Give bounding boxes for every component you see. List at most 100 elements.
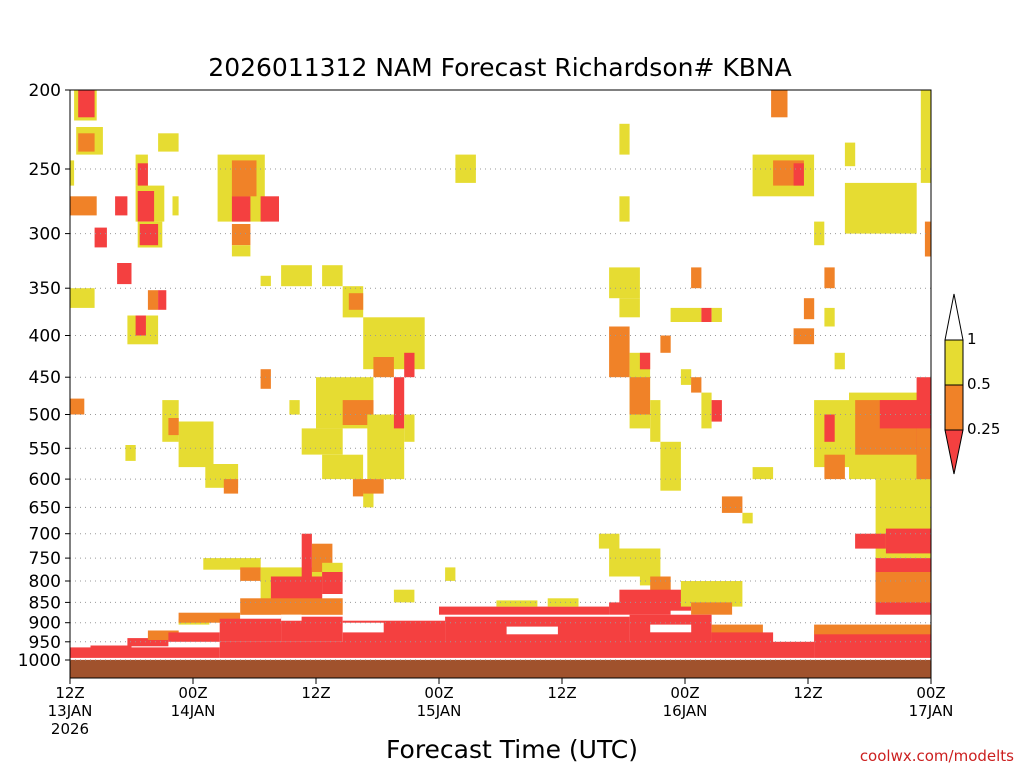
- heatmap-cell-ri-0-25-to-0-5: [70, 196, 97, 216]
- heatmap-cell-ri-0-5-to-1: [670, 307, 702, 322]
- y-tick-label: 800: [29, 572, 61, 592]
- legend-tick-label: 0.5: [967, 375, 991, 393]
- heatmap-cell-ri-below-0-25: [70, 647, 220, 660]
- x-tick-label: 00Z: [670, 684, 699, 702]
- heatmap-cell-ri-0-25-to-0-5: [147, 290, 159, 310]
- y-tick-label: 250: [29, 160, 61, 180]
- heatmap-cell-ri-0-25-to-0-5: [875, 572, 931, 603]
- heatmap-cell-ri-0-5-to-1: [178, 421, 214, 468]
- y-tick-label: 600: [29, 470, 61, 490]
- heatmap-cell-ri-0-25-to-0-5: [70, 398, 85, 415]
- x-tick-label: 12Z: [793, 684, 822, 702]
- heatmap-cell-ri-0-5-to-1: [547, 598, 579, 607]
- heatmap-cell-ri-below-0-25: [701, 307, 712, 322]
- heatmap-cell-ri-0-5-to-1: [445, 567, 456, 581]
- heatmap-cell-ri-0-5-to-1: [203, 558, 261, 570]
- heatmap-cell-ri-0-5-to-1: [125, 445, 136, 461]
- heatmap-cell-ri-0-5-to-1: [660, 441, 681, 491]
- heatmap-cell-ri-0-25-to-0-5: [691, 602, 733, 615]
- heatmap-cell-ri-0-5-to-1: [619, 196, 630, 222]
- heatmap-cell-ri-below-0-25: [814, 630, 931, 660]
- heatmap-cell-ri-0-5-to-1: [834, 352, 845, 370]
- heatmap-cell-ri-0-25-to-0-5: [78, 133, 95, 152]
- heatmap-cell-ri-0-25-to-0-5: [363, 479, 384, 494]
- heatmap-cell-ri-below-0-25: [393, 377, 405, 429]
- heatmap-cell-ri-above-1: [506, 626, 558, 635]
- y-tick-label: 750: [29, 549, 61, 569]
- heatmap-cell-ri-0-25-to-0-5: [924, 221, 931, 257]
- heatmap-cell-ri-0-5-to-1: [363, 317, 425, 370]
- heatmap-cell-ri-0-5-to-1: [281, 265, 312, 287]
- plot-area: [69, 89, 932, 679]
- heatmap-cell-ri-0-5-to-1: [260, 275, 271, 287]
- heatmap-cell-ri-0-25-to-0-5: [147, 630, 179, 640]
- heatmap-cell-ri-0-25-to-0-5: [916, 428, 931, 480]
- heatmap-cell-ri-0-5-to-1: [404, 414, 415, 442]
- heatmap-cell-ri-0-25-to-0-5: [814, 624, 931, 635]
- heatmap-cell-ri-0-5-to-1: [619, 123, 630, 155]
- heatmap-cell-ri-0-25-to-0-5: [793, 328, 815, 345]
- heatmap-cell-ri-below-0-25: [885, 528, 931, 554]
- y-tick-label: 550: [29, 439, 61, 459]
- y-tick-label: 650: [29, 498, 61, 518]
- heatmap-cell-ri-below-0-25: [219, 641, 815, 660]
- heatmap-cell-ri-0-25-to-0-5: [629, 377, 651, 415]
- x-tick-label: 12Z: [55, 684, 84, 702]
- y-tick-label: 500: [29, 406, 61, 426]
- heatmap-cell-ri-below-0-25: [127, 638, 169, 647]
- heatmap-cell-ri-0-25-to-0-5: [373, 357, 394, 378]
- y-tick-label: 850: [29, 593, 61, 613]
- y-tick-label: 1000: [18, 651, 61, 671]
- legend-swatch-below-0-25: [944, 429, 964, 475]
- heatmap-cell-ri-0-5-to-1: [814, 221, 825, 246]
- heatmap-cell-ri-0-5-to-1: [301, 428, 343, 455]
- heatmap-cell-ri-0-5-to-1: [598, 533, 620, 549]
- y-axis: 200 250 300 350 400 450 500 550 600 650 700 750 8008…: [18, 81, 70, 671]
- heatmap-cell-ri-above-1: [281, 614, 302, 621]
- heatmap-cell-ri-0-25-to-0-5: [168, 418, 179, 436]
- heatmap-cell-ri-below-0-25: [135, 315, 146, 336]
- x-tick-label: 2026: [51, 720, 89, 738]
- heatmap-cell-ri-0-5-to-1: [496, 600, 538, 607]
- heatmap-cell-ri-below-0-25: [609, 602, 671, 615]
- x-tick-label: 13JAN: [48, 702, 93, 720]
- heatmap-cell-ri-below-0-25: [322, 572, 343, 594]
- heatmap-cell-ri-above-1: [650, 624, 692, 633]
- heatmap-cell-ri-below-0-25: [231, 196, 251, 222]
- heatmap-cell-ri-below-0-25: [219, 618, 282, 642]
- heatmap-cell-ri-below-0-25: [855, 533, 886, 549]
- legend-swatch-0-5-to-1: [944, 339, 964, 386]
- y-tick-label: 950: [29, 633, 61, 653]
- x-tick-label: 14JAN: [171, 702, 216, 720]
- heatmap-cell-ri-0-5-to-1: [920, 90, 932, 183]
- credit-text: coolwx.com/modelts: [860, 747, 1014, 765]
- heatmap-cell-ri-below-0-25: [78, 90, 95, 118]
- plot-frame: [69, 89, 932, 679]
- x-tick-label: 00Z: [178, 684, 207, 702]
- heatmap-cell-ri-below-0-25: [439, 606, 610, 615]
- ground-below-surface: [70, 660, 931, 678]
- heatmap-cell-ri-below-0-25: [168, 632, 220, 642]
- chart-title: 2026011312 NAM Forecast Richardson# KBNA: [208, 53, 791, 82]
- x-tick-label: 12Z: [301, 684, 330, 702]
- heatmap-cell-ri-0-5-to-1: [158, 133, 179, 152]
- heatmap-cell-ri-0-5-to-1: [322, 454, 364, 480]
- legend-swatch-above-1: [944, 293, 964, 341]
- heatmap-cell-ri-0-5-to-1: [619, 298, 640, 318]
- heatmap-cell-ri-0-25-to-0-5: [223, 479, 239, 494]
- legend-tick-label: 1: [967, 330, 977, 348]
- heatmap-cell-ri-0-25-to-0-5: [691, 267, 702, 289]
- heatmap-cell-ri-0-25-to-0-5: [178, 612, 241, 623]
- heatmap-cell-ri-0-25-to-0-5: [721, 496, 743, 513]
- heatmap-cell-ri-0-5-to-1: [231, 245, 251, 257]
- heatmap-cell-ri-below-0-25: [281, 616, 343, 642]
- legend-swatch-0-25-to-0-5: [944, 384, 964, 431]
- heatmap-cell-ri-above-1: [342, 622, 384, 633]
- heatmap-cell-ri-0-5-to-1: [289, 400, 300, 415]
- heatmap-cell-ri-below-0-25: [137, 191, 155, 222]
- x-tick-label: 16JAN: [663, 702, 708, 720]
- heatmap-cell-ri-0-25-to-0-5: [824, 267, 835, 289]
- heatmap-cell-ri-0-5-to-1: [609, 267, 640, 299]
- heatmap-cell-ri-0-5-to-1: [393, 589, 415, 603]
